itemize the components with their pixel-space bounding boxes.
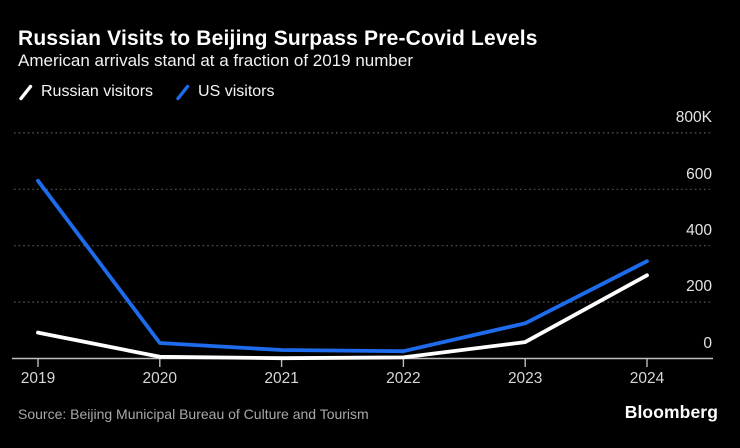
legend-label-russian-visitors: Russian visitors	[41, 83, 154, 100]
x-axis-label-2023: 2023	[507, 370, 543, 387]
legend: Russian visitors US visitors	[18, 83, 274, 101]
y-axis-label-400: 400	[686, 221, 712, 239]
x-axis-label-2022: 2022	[386, 370, 421, 387]
y-axis-label-0: 0	[703, 334, 712, 352]
chart-subtitle: American arrivals stand at a fraction of…	[18, 51, 413, 70]
legend-label-us-visitors: US visitors	[198, 83, 275, 100]
us-visitors-line[interactable]	[36, 178, 649, 354]
x-axis-label-2024: 2024	[629, 370, 665, 387]
y-axis-label-200: 200	[686, 278, 712, 295]
us-series-swatch	[176, 84, 190, 100]
x-axis-label-2019: 2019	[20, 370, 56, 387]
slash-icon	[19, 84, 33, 100]
russian-visitors-line[interactable]	[36, 273, 649, 361]
legend-item-russian-visitors[interactable]: Russian visitors	[18, 83, 153, 101]
slash-icon	[176, 84, 190, 100]
source-note: Source: Beijing Municipal Bureau of Cult…	[18, 406, 369, 422]
y-axis-label-600: 600	[686, 165, 712, 183]
bloomberg-logo: Bloomberg	[624, 402, 718, 422]
russian-series-swatch	[19, 84, 33, 100]
chart-title: Russian Visits to Beijing Surpass Pre-Co…	[18, 27, 538, 50]
x-axis-label-2020: 2020	[142, 370, 178, 387]
x-axis-label-2021: 2021	[264, 370, 299, 387]
legend-item-us-visitors[interactable]: US visitors	[175, 83, 274, 101]
y-axis-label-800k: 800K	[675, 109, 712, 126]
